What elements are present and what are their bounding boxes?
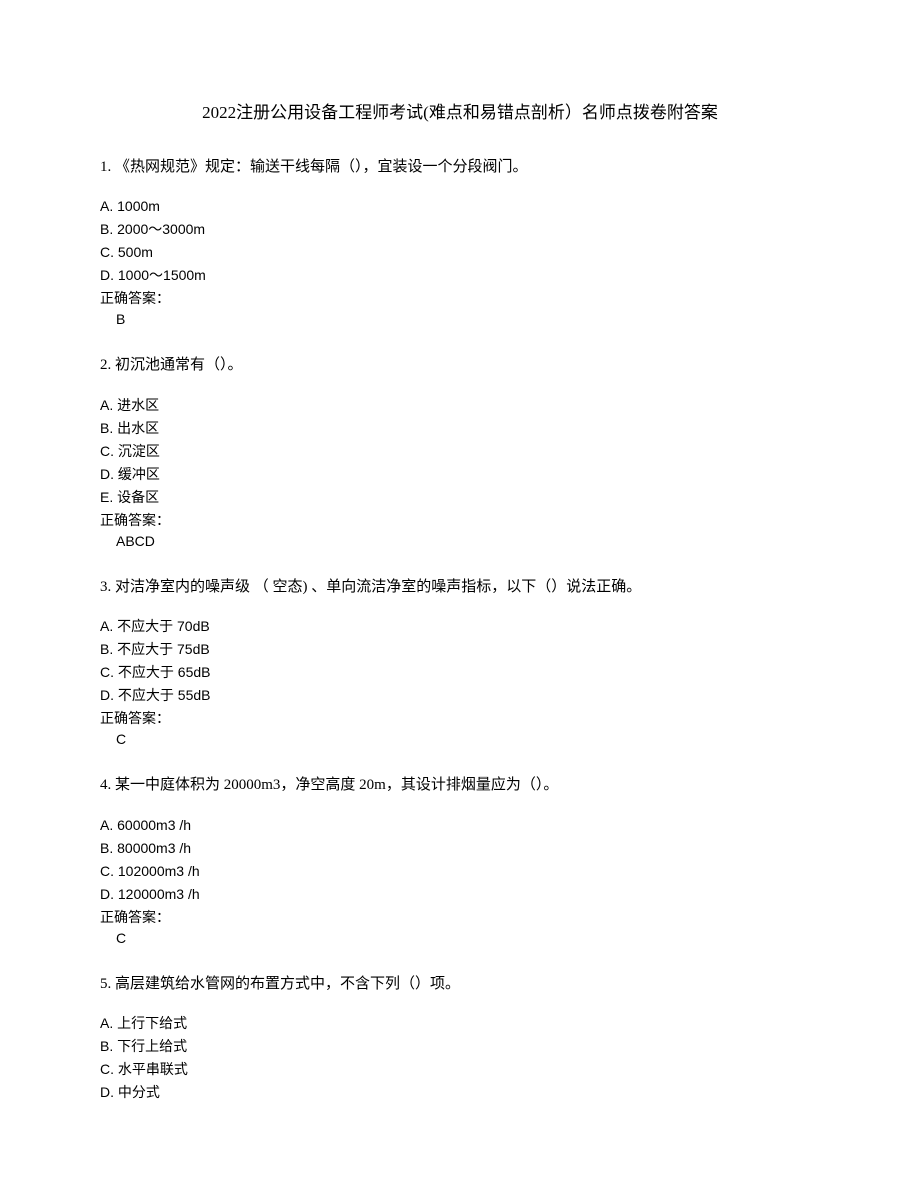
answer-label: 正确答案： xyxy=(100,510,820,531)
option: B. 2000～3000m xyxy=(100,219,820,240)
question-block: 2. 初沉池通常有（）。 A. 进水区 B. 出水区 C. 沉淀区 D. 缓冲区… xyxy=(100,354,820,552)
question-body: 初沉池通常有（）。 xyxy=(115,357,243,373)
question-body: 《热网规范》规定：输送干线每隔（），宜装设一个分段阀门。 xyxy=(115,159,528,175)
question-body: 高层建筑给水管网的布置方式中，不含下列（）项。 xyxy=(115,976,460,992)
answer-value: B xyxy=(100,309,820,330)
option: D. 缓冲区 xyxy=(100,464,820,485)
question-block: 1. 《热网规范》规定：输送干线每隔（），宜装设一个分段阀门。 A. 1000m… xyxy=(100,156,820,331)
option: A. 进水区 xyxy=(100,395,820,416)
question-block: 3. 对洁净室内的噪声级 （ 空态) 、单向流洁净室的噪声指标，以下（）说法正确… xyxy=(100,576,820,751)
question-body: 对洁净室内的噪声级 （ 空态) 、单向流洁净室的噪声指标，以下（）说法正确。 xyxy=(115,579,641,595)
option: C. 102000m3 /h xyxy=(100,861,820,882)
question-text: 4. 某一中庭体积为 20000m3，净空高度 20m，其设计排烟量应为（）。 xyxy=(100,774,820,797)
question-text: 5. 高层建筑给水管网的布置方式中，不含下列（）项。 xyxy=(100,973,820,996)
question-block: 5. 高层建筑给水管网的布置方式中，不含下列（）项。 A. 上行下给式 B. 下… xyxy=(100,973,820,1104)
question-text: 3. 对洁净室内的噪声级 （ 空态) 、单向流洁净室的噪声指标，以下（）说法正确… xyxy=(100,576,820,599)
question-number: 2. xyxy=(100,357,115,373)
option: D. 1000～1500m xyxy=(100,265,820,286)
answer-value: C xyxy=(100,928,820,949)
option: A. 上行下给式 xyxy=(100,1013,820,1034)
option: B. 出水区 xyxy=(100,418,820,439)
option: A. 60000m3 /h xyxy=(100,815,820,836)
question-number: 1. xyxy=(100,159,115,175)
option: C. 500m xyxy=(100,242,820,263)
question-number: 3. xyxy=(100,579,115,595)
option: C. 水平串联式 xyxy=(100,1059,820,1080)
option: C. 沉淀区 xyxy=(100,441,820,462)
answer-label: 正确答案： xyxy=(100,708,820,729)
option: E. 设备区 xyxy=(100,487,820,508)
answer-value: C xyxy=(100,729,820,750)
option: A. 不应大于 70dB xyxy=(100,616,820,637)
document-title: 2022注册公用设备工程师考试(难点和易错点剖析）名师点拨卷附答案 xyxy=(100,100,820,126)
question-number: 5. xyxy=(100,976,115,992)
option: D. 120000m3 /h xyxy=(100,884,820,905)
option: A. 1000m xyxy=(100,196,820,217)
option: D. 不应大于 55dB xyxy=(100,685,820,706)
question-text: 2. 初沉池通常有（）。 xyxy=(100,354,820,377)
option: B. 80000m3 /h xyxy=(100,838,820,859)
answer-label: 正确答案： xyxy=(100,907,820,928)
option: B. 下行上给式 xyxy=(100,1036,820,1057)
option: C. 不应大于 65dB xyxy=(100,662,820,683)
question-number: 4. xyxy=(100,777,115,793)
answer-label: 正确答案： xyxy=(100,288,820,309)
answer-value: ABCD xyxy=(100,531,820,552)
question-body: 某一中庭体积为 20000m3，净空高度 20m，其设计排烟量应为（）。 xyxy=(115,777,558,793)
option: D. 中分式 xyxy=(100,1082,820,1103)
question-block: 4. 某一中庭体积为 20000m3，净空高度 20m，其设计排烟量应为（）。 … xyxy=(100,774,820,949)
option: B. 不应大于 75dB xyxy=(100,639,820,660)
question-text: 1. 《热网规范》规定：输送干线每隔（），宜装设一个分段阀门。 xyxy=(100,156,820,179)
